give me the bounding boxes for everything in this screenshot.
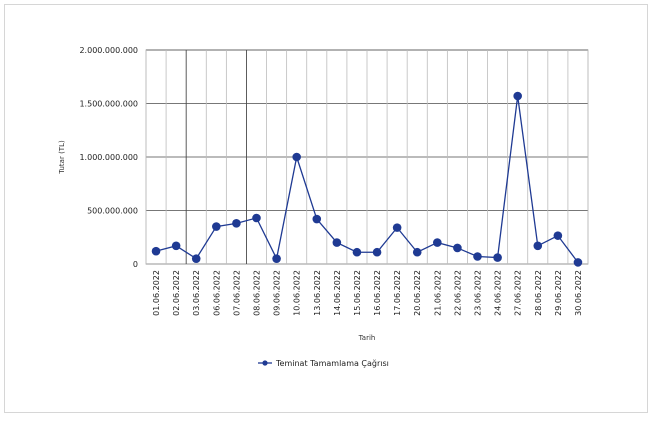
x-tick-label: 29.06.2022 xyxy=(554,270,563,316)
x-tick-label: 13.06.2022 xyxy=(313,270,322,316)
x-tick-label: 17.06.2022 xyxy=(393,270,402,316)
x-tick-label: 22.06.2022 xyxy=(453,270,462,316)
legend-dot-marker xyxy=(262,360,268,366)
data-point[interactable] xyxy=(292,152,301,162)
x-tick-label: 03.06.2022 xyxy=(192,270,201,316)
legend[interactable]: Teminat Tamamlama Çağrısı xyxy=(258,359,389,368)
x-tick-label: 02.06.2022 xyxy=(172,270,181,316)
grid xyxy=(145,49,589,265)
x-tick-label: 28.06.2022 xyxy=(534,270,543,316)
data-point[interactable] xyxy=(453,243,462,253)
y-axis-ticks: 0 500.000.000 1.000.000.000 1.500.000.000 2.… xyxy=(79,46,138,269)
data-point[interactable] xyxy=(553,231,563,240)
data-point[interactable] xyxy=(433,238,442,247)
data-point[interactable] xyxy=(412,247,422,257)
x-tick-label: 15.06.2022 xyxy=(353,270,362,316)
data-point[interactable] xyxy=(513,91,522,101)
legend-label: Teminat Tamamlama Çağrısı xyxy=(275,359,389,368)
x-axis-ticks: 01.06.2022 02.06.2022 03.06.2022 06.06.2022… xyxy=(152,270,583,316)
data-point[interactable] xyxy=(533,241,543,251)
x-tick-label: 27.06.2022 xyxy=(514,270,523,316)
x-tick-label: 06.06.2022 xyxy=(212,270,221,316)
data-point[interactable] xyxy=(372,247,382,257)
series-line xyxy=(155,95,579,263)
data-point[interactable] xyxy=(312,214,322,224)
x-tick-label: 10.06.2022 xyxy=(293,270,302,316)
data-point[interactable] xyxy=(392,223,402,232)
series-group xyxy=(151,91,583,267)
data-point[interactable] xyxy=(352,247,362,257)
y-axis-title: Tutar (TL) xyxy=(58,140,66,175)
x-tick-label: 16.06.2022 xyxy=(373,270,382,316)
data-point[interactable] xyxy=(473,252,482,261)
data-point[interactable] xyxy=(252,213,261,223)
x-tick-label: 07.06.2022 xyxy=(232,270,241,316)
x-tick-label: 23.06.2022 xyxy=(474,270,483,316)
x-tick-label: 30.06.2022 xyxy=(574,270,583,316)
data-point[interactable] xyxy=(232,219,241,228)
data-point[interactable] xyxy=(573,258,583,267)
chart-frame xyxy=(4,4,648,413)
x-tick-label: 21.06.2022 xyxy=(433,270,442,316)
y-tick-label: 2.000.000.000 xyxy=(79,46,138,55)
data-point[interactable] xyxy=(191,254,201,263)
y-tick-label: 500.000.000 xyxy=(87,207,138,216)
x-tick-label: 01.06.2022 xyxy=(152,270,161,316)
data-point[interactable] xyxy=(171,241,181,251)
x-tick-label: 08.06.2022 xyxy=(253,270,262,316)
x-tick-label: 14.06.2022 xyxy=(333,270,342,316)
x-tick-label: 24.06.2022 xyxy=(494,270,503,316)
x-axis-title: Tarih xyxy=(358,334,376,342)
y-tick-label: 0 xyxy=(133,260,138,269)
data-point[interactable] xyxy=(151,246,161,256)
y-tick-label: 1.000.000.000 xyxy=(79,153,138,162)
data-point[interactable] xyxy=(212,222,221,231)
data-point[interactable] xyxy=(272,254,281,263)
x-tick-label: 20.06.2022 xyxy=(413,270,422,316)
y-tick-label: 1.500.000.000 xyxy=(79,100,138,109)
x-tick-label: 09.06.2022 xyxy=(273,270,282,316)
data-point[interactable] xyxy=(493,253,502,262)
data-point[interactable] xyxy=(332,238,342,247)
